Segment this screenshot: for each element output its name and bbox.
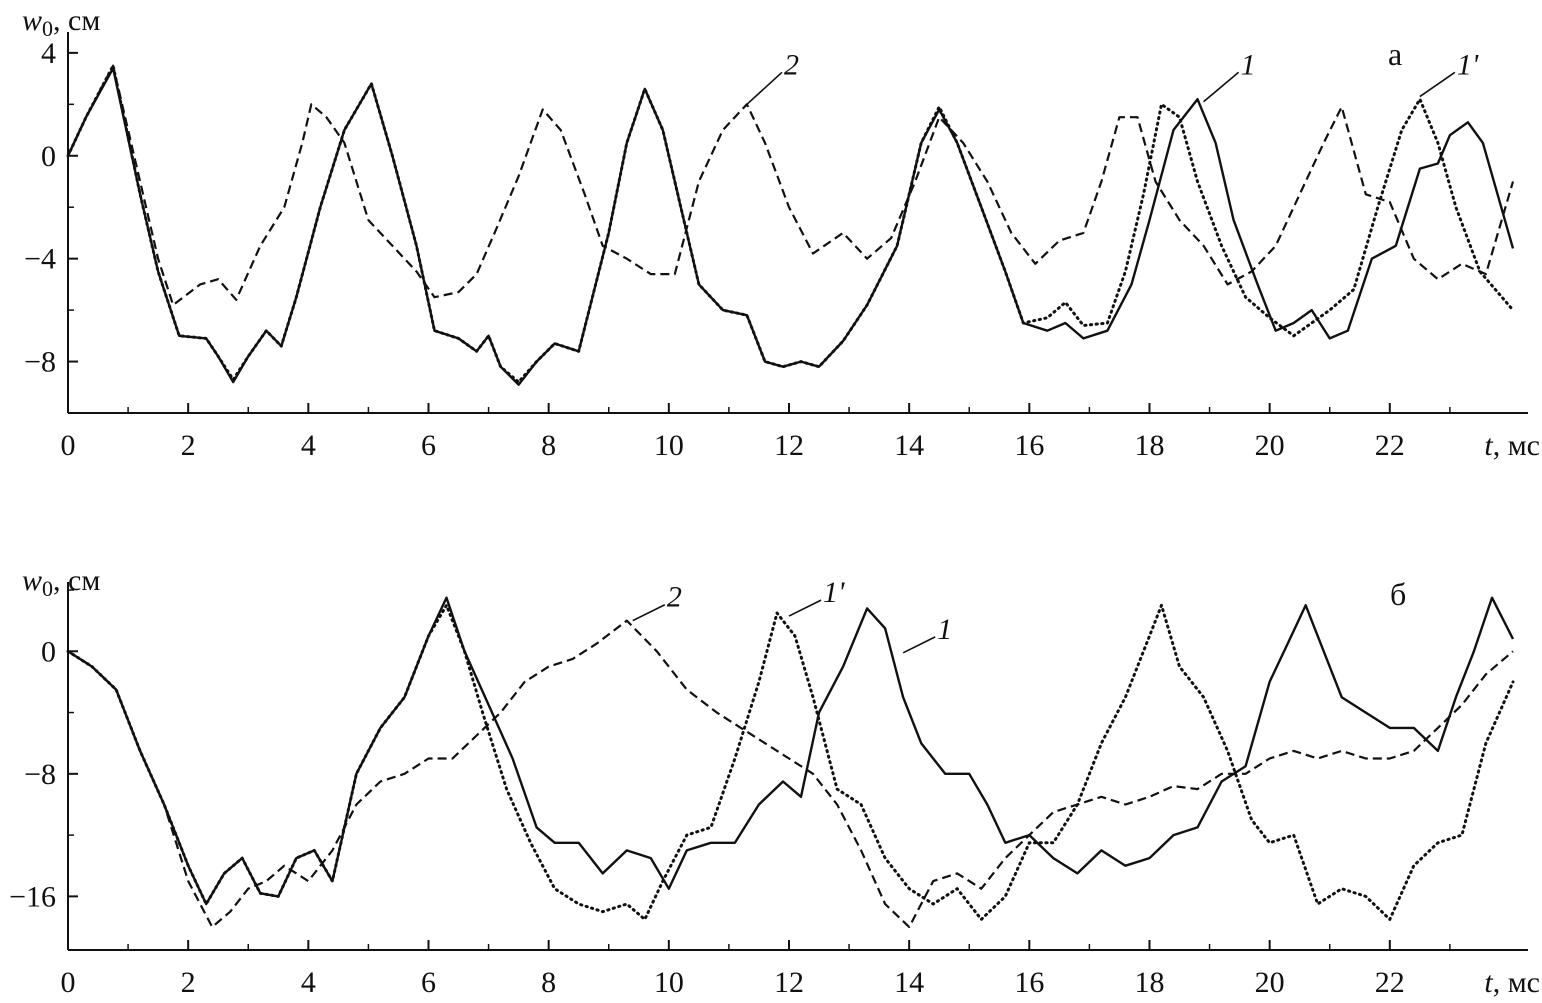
- curve-label: 2: [784, 48, 799, 81]
- x-tick-label: 10: [654, 429, 684, 462]
- series-line-dashed: [67, 64, 1515, 307]
- x-axis-title: t, мс: [1484, 429, 1540, 462]
- x-axis-var: t: [1484, 429, 1493, 462]
- curve-label: 1': [823, 576, 845, 609]
- curve-label-leader: [1419, 71, 1456, 98]
- x-tick-label: 22: [1375, 966, 1405, 999]
- y-tick-label: −16: [9, 880, 56, 913]
- x-tick-label: 20: [1255, 966, 1285, 999]
- series-line-dotted: [66, 603, 1515, 921]
- curve-label: 1: [1241, 48, 1256, 81]
- x-tick-label: 20: [1255, 429, 1285, 462]
- y-tick-label: 0: [41, 635, 56, 668]
- x-tick-label: 18: [1134, 429, 1164, 462]
- x-axis-unit: , мс: [1493, 966, 1540, 999]
- x-tick-label: 6: [421, 429, 436, 462]
- x-tick-label: 4: [301, 429, 316, 462]
- curve-label: 1': [1457, 48, 1479, 81]
- series-line-dashed: [67, 619, 1514, 929]
- y-axis-unit: , см: [53, 4, 100, 37]
- x-tick-label: 8: [541, 429, 556, 462]
- curve-label: 1: [937, 613, 952, 646]
- y-tick-label: −4: [24, 243, 56, 276]
- x-tick-label: 14: [894, 429, 924, 462]
- x-tick-label: 2: [181, 429, 196, 462]
- curve-label-leader: [632, 604, 666, 622]
- curve-label-leader: [902, 636, 936, 654]
- series-line-dotted: [66, 64, 1515, 384]
- y-tick-label: 0: [41, 140, 56, 173]
- x-tick-label: 0: [61, 966, 76, 999]
- y-tick-label: 4: [41, 37, 56, 70]
- y-tick-label: −8: [24, 346, 56, 379]
- x-tick-label: 18: [1134, 966, 1164, 999]
- x-tick-label: 12: [774, 966, 804, 999]
- x-axis-title: t, мс: [1484, 966, 1540, 999]
- panel-letter: б: [1390, 576, 1406, 612]
- series-line-solid: [66, 67, 1515, 386]
- x-tick-label: 16: [1014, 429, 1044, 462]
- y-axis-sub: 0: [42, 576, 53, 601]
- y-axis-title: w0, см: [22, 4, 100, 41]
- y-axis-var: w: [22, 4, 42, 37]
- x-tick-label: 14: [894, 966, 924, 999]
- y-axis-var: w: [22, 564, 42, 597]
- x-axis-var: t: [1484, 966, 1493, 999]
- curve-label-leader: [788, 599, 822, 617]
- curve-label: 2: [667, 581, 682, 614]
- y-axis-unit: , см: [53, 564, 100, 597]
- curve-label-leader: [746, 71, 783, 105]
- x-tick-label: 12: [774, 429, 804, 462]
- x-tick-label: 10: [654, 966, 684, 999]
- x-axis-unit: , мс: [1493, 429, 1540, 462]
- x-tick-label: 0: [61, 429, 76, 462]
- x-tick-label: 8: [541, 966, 556, 999]
- x-tick-label: 6: [421, 966, 436, 999]
- curve-label-leader: [1203, 71, 1240, 103]
- x-tick-label: 22: [1375, 429, 1405, 462]
- x-tick-label: 2: [181, 966, 196, 999]
- y-axis-title: w0, см: [22, 564, 100, 601]
- x-tick-label: 4: [301, 966, 316, 999]
- y-tick-label: −8: [24, 758, 56, 791]
- x-tick-label: 16: [1014, 966, 1044, 999]
- y-axis-sub: 0: [42, 16, 53, 41]
- panel-letter: а: [1388, 36, 1402, 72]
